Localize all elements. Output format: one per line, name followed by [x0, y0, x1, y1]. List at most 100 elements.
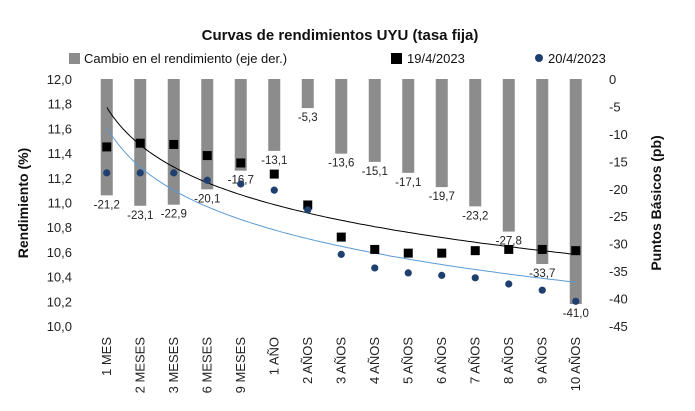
square-point-13 [504, 244, 514, 254]
square-point-9 [370, 244, 380, 254]
square-point-14 [537, 244, 547, 254]
bar-label-2: -23,1 [127, 210, 153, 222]
right-tick-9: -45 [609, 319, 628, 334]
left-tick-10: 12,0 [47, 72, 72, 87]
dot-point-8 [337, 250, 345, 258]
legend-label-20-4-2023: 20/4/2023 [548, 51, 606, 66]
left-tick-9: 11,8 [48, 97, 72, 112]
bar-15 [569, 79, 582, 305]
legend-swatch-bars [69, 53, 80, 64]
bar-data-labels: -21,2-23,1-22,9-20,1-16,7-13,1-5,3-13,6-… [94, 112, 589, 320]
left-tick-6: 11,2 [48, 171, 72, 186]
category-label-13: 8 AÑOS [501, 337, 516, 384]
square-point-8 [336, 232, 346, 242]
square-point-3 [169, 139, 179, 149]
dot-point-2 [136, 169, 144, 177]
category-label-5: 9 MESES [233, 337, 248, 394]
left-tick-5: 11,0 [48, 196, 72, 211]
right-tick-1: -5 [609, 99, 621, 114]
left-tick-4: 10,8 [47, 220, 72, 235]
left-tick-1: 10,2 [47, 294, 72, 309]
trendline-series-1 [106, 107, 576, 255]
dot-point-10 [404, 269, 412, 277]
bar-7 [301, 79, 314, 109]
bar-label-9: -15,1 [362, 166, 388, 178]
left-axis-ticks: 10,0 10,2 10,4 10,6 10,8 11,0 11,2 11,4 11,6 11,8… [47, 72, 72, 334]
bar-label-12: -23,2 [462, 210, 488, 222]
right-tick-8: -40 [609, 292, 628, 307]
trendlines [106, 107, 576, 283]
bar-series-cambio [100, 79, 582, 305]
right-axis-title: Puntos Básicos (pb) [648, 135, 664, 270]
square-point-15 [571, 246, 581, 256]
legend-label-bars: Cambio en el rendimiento (eje der.) [84, 51, 287, 66]
trendline-series-2 [106, 127, 576, 283]
right-tick-3: -15 [609, 154, 628, 169]
left-tick-7: 11,4 [48, 146, 72, 161]
bar-14 [536, 79, 549, 264]
bar-12 [469, 79, 482, 207]
dot-point-15 [572, 297, 580, 305]
category-label-8: 3 AÑOS [333, 337, 348, 384]
category-label-4: 6 MESES [199, 337, 214, 394]
square-point-10 [403, 248, 413, 258]
dot-point-4 [203, 176, 211, 184]
bar-9 [368, 79, 381, 162]
bar-4 [201, 79, 214, 190]
left-tick-8: 11,6 [48, 121, 72, 136]
square-point-6 [269, 169, 279, 179]
category-label-9: 4 AÑOS [367, 337, 382, 384]
left-tick-0: 10,0 [47, 319, 72, 334]
bar-label-7: -5,3 [298, 112, 318, 124]
square-series-19-4-2023 [102, 138, 581, 258]
dot-point-5 [237, 180, 245, 188]
dot-point-3 [170, 169, 178, 177]
bar-label-11: -19,7 [429, 191, 455, 203]
square-point-7 [303, 200, 313, 210]
bar-8 [335, 79, 348, 154]
category-label-1: 1 MES [99, 337, 114, 376]
bar-label-10: -17,1 [395, 177, 421, 189]
bar-label-8: -13,6 [328, 158, 354, 170]
dot-point-1 [103, 169, 111, 177]
legend-label-19-4-2023: 19/4/2023 [407, 51, 465, 66]
square-point-12 [470, 246, 480, 256]
right-tick-0: 0 [609, 72, 616, 87]
chart-title: Curvas de rendimientos UYU (tasa fija) [202, 27, 479, 44]
right-tick-6: -30 [609, 237, 628, 252]
square-point-2 [135, 138, 145, 148]
dot-point-14 [538, 286, 546, 294]
square-point-1 [102, 142, 112, 152]
bar-11 [435, 79, 448, 188]
bar-label-13: -27,8 [496, 236, 522, 248]
category-label-11: 6 AÑOS [434, 337, 449, 384]
category-label-12: 7 AÑOS [467, 337, 482, 384]
category-label-10: 5 AÑOS [400, 337, 415, 384]
right-tick-7: -35 [609, 264, 628, 279]
bar-6 [268, 79, 281, 151]
square-point-11 [437, 248, 447, 258]
bar-5 [234, 79, 247, 171]
category-label-7: 2 AÑOS [300, 337, 315, 384]
dot-point-6 [270, 186, 278, 194]
right-tick-5: -25 [609, 209, 628, 224]
bar-label-14: -33,7 [529, 268, 555, 280]
category-label-6: 1 AÑO [266, 337, 281, 375]
category-label-14: 9 AÑOS [534, 337, 549, 384]
legend: Cambio en el rendimiento (eje der.) 19/4… [69, 51, 606, 66]
legend-swatch-20-4-2023 [535, 54, 543, 62]
dot-series-20-4-2023 [103, 169, 580, 305]
left-tick-2: 10,4 [47, 270, 72, 285]
dot-point-9 [371, 264, 379, 272]
square-point-5 [236, 158, 246, 168]
left-axis-title: Rendimiento (%) [15, 148, 31, 258]
bar-label-4: -20,1 [194, 193, 220, 205]
dot-point-12 [471, 274, 479, 282]
dot-point-11 [438, 271, 446, 279]
bar-13 [502, 79, 515, 232]
legend-swatch-19-4-2023 [391, 53, 402, 64]
x-axis-ticks: 1 MES 2 MESES 3 MESES 6 MESES 9 MESES 1 AÑO 2 … [99, 337, 583, 394]
category-label-2: 2 MESES [132, 337, 147, 394]
bar-label-15: -41,0 [563, 308, 589, 320]
